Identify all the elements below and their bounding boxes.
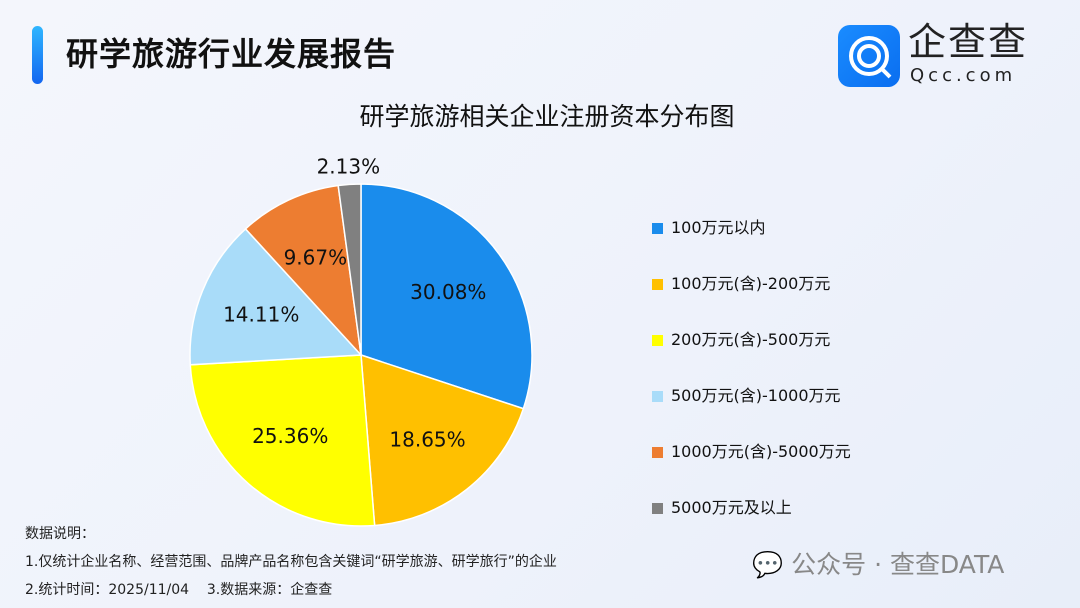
legend-label: 200万元(含)-500万元 — [671, 330, 831, 349]
legend-item: 200万元(含)-500万元 — [652, 312, 851, 368]
watermark: 💬 公众号 · 查查DATA — [752, 550, 1005, 579]
brand-domain: Qcc.com — [910, 65, 1017, 86]
pie-slice — [189, 227, 363, 366]
pie-slice — [244, 184, 363, 358]
data-label: 30.08% — [410, 280, 486, 304]
title-accent-bar — [32, 26, 43, 84]
wechat-icon: 💬 — [752, 550, 784, 579]
legend-item: 500万元(含)-1000万元 — [652, 368, 851, 424]
data-label: 18.65% — [389, 428, 465, 452]
data-label: 2.13% — [317, 154, 381, 178]
brand-name: 企查查 — [908, 20, 1029, 64]
pie-slice — [360, 353, 525, 527]
legend-swatch — [652, 334, 663, 346]
legend-swatch — [652, 278, 663, 290]
legend-label: 100万元(含)-200万元 — [671, 274, 831, 293]
legend: 100万元以内 100万元(含)-200万元 200万元(含)-500万元 500万元… — [652, 200, 851, 536]
notes: 数据说明： 1.仅统计企业名称、经营范围、品牌产品名称包含关键词“研学旅游、研学… — [25, 520, 557, 604]
legend-label: 100万元以内 — [671, 218, 766, 237]
legend-item: 100万元(含)-200万元 — [652, 256, 851, 312]
notes-line-2: 2.统计时间：2025/11/04 3.数据来源：企查查 — [25, 582, 333, 598]
chart-title: 研学旅游相关企业注册资本分布图 — [359, 102, 735, 131]
data-label: 9.67% — [284, 245, 348, 269]
pie-slice — [189, 354, 376, 527]
legend-swatch — [652, 222, 663, 234]
legend-item: 1000万元(含)-5000万元 — [652, 424, 851, 480]
data-label: 25.36% — [252, 424, 328, 448]
legend-swatch — [652, 390, 663, 402]
legend-item: 5000万元及以上 — [652, 480, 851, 536]
page-title: 研学旅游行业发展报告 — [66, 35, 397, 73]
legend-item: 100万元以内 — [652, 200, 851, 256]
pie-slice — [337, 183, 362, 356]
notes-heading: 数据说明： — [25, 526, 95, 542]
legend-label: 500万元(含)-1000万元 — [671, 386, 841, 405]
legend-label: 5000万元及以上 — [671, 498, 792, 517]
qcc-logo-icon — [838, 25, 900, 87]
pie-slice — [360, 183, 533, 410]
data-label: 14.11% — [223, 302, 299, 326]
legend-label: 1000万元(含)-5000万元 — [671, 442, 851, 461]
legend-swatch — [652, 502, 663, 514]
notes-line-1: 1.仅统计企业名称、经营范围、品牌产品名称包含关键词“研学旅游、研学旅行”的企业 — [25, 554, 557, 570]
legend-swatch — [652, 446, 663, 458]
